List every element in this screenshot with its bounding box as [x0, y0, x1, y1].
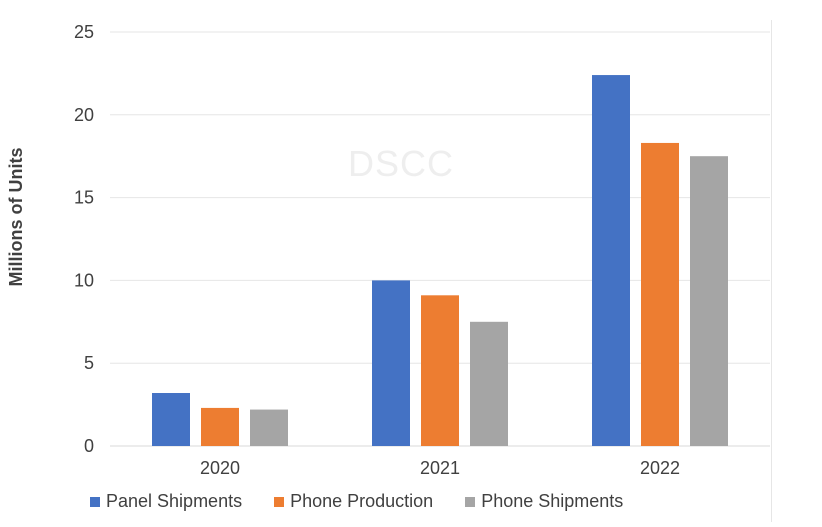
y-tick-label-5: 5: [84, 353, 94, 373]
y-tick-label-25: 25: [74, 22, 94, 42]
x-tick-label-2022: 2022: [640, 458, 680, 478]
bar-panel-shipments-2021: [372, 280, 410, 446]
bar-phone-production-2021: [421, 295, 459, 446]
watermark: DSCC: [348, 143, 455, 184]
bar-phone-shipments-2021: [470, 321, 508, 446]
bar-phone-shipments-2022: [690, 156, 728, 446]
legend-label-phone-shipments: Phone Shipments: [481, 491, 624, 511]
legend-swatch-phone-shipments: [465, 496, 476, 507]
y-tick-label-20: 20: [74, 105, 94, 125]
legend-swatch-panel-shipments: [90, 496, 100, 507]
bar-phone-production-2022: [641, 142, 679, 446]
y-axis-label: Millions of Units: [6, 148, 26, 287]
bar-phone-shipments-2020: [250, 409, 288, 446]
legend-label-phone-production: Phone Production: [290, 491, 434, 511]
legend: Panel Shipments Phone Production Phone S…: [90, 491, 655, 512]
y-tick-label-0: 0: [84, 436, 94, 456]
legend-item-phone-production: Phone Production: [274, 491, 433, 512]
legend-item-phone-shipments: Phone Shipments: [465, 491, 623, 512]
legend-item-panel-shipments: Panel Shipments: [90, 491, 242, 512]
x-tick-label-2021: 2021: [420, 458, 460, 478]
y-tick-label-15: 15: [74, 188, 94, 208]
bar-panel-shipments-2020: [152, 393, 190, 446]
x-tick-label-2020: 2020: [200, 458, 240, 478]
bar-phone-production-2020: [201, 407, 239, 446]
bar-panel-shipments-2022: [592, 75, 630, 446]
y-tick-label-10: 10: [74, 270, 94, 290]
legend-swatch-phone-production: [274, 496, 285, 507]
legend-label-panel-shipments: Panel Shipments: [106, 491, 243, 511]
chart-frame-edge: [771, 20, 772, 522]
